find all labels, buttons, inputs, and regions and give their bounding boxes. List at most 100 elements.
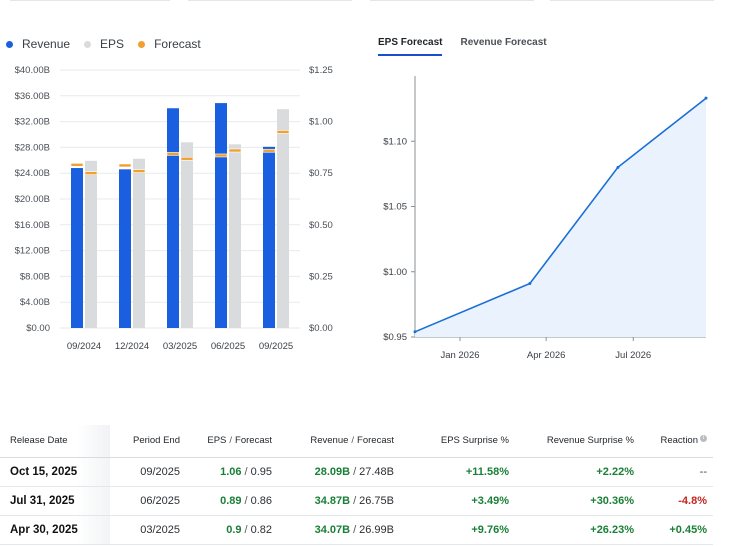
left-axis-tick-label: $12.00B xyxy=(15,246,50,257)
header-eps-label: EPS xyxy=(207,435,227,447)
eps-cell: 0.89/0.86 xyxy=(186,486,278,516)
table-header-row: Release Date Period End EPS / Forecast Rev… xyxy=(0,425,713,458)
eps-bar[interactable] xyxy=(277,109,289,328)
left-axis-tick-label: $32.00B xyxy=(15,117,50,128)
revenue-bar[interactable] xyxy=(263,146,275,328)
x-axis-tick-label: 06/2025 xyxy=(211,341,245,352)
eps-forecast-marker[interactable] xyxy=(132,169,146,173)
legend-item-eps[interactable]: EPS xyxy=(84,37,124,51)
left-axis-tick-label: $20.00B xyxy=(15,194,50,205)
header-eps-surprise[interactable]: EPS Surprise % xyxy=(400,425,515,458)
left-axis-tick-label: $24.00B xyxy=(15,168,50,179)
forecast-dot-icon xyxy=(138,40,146,48)
eps-forecast-marker[interactable] xyxy=(84,171,98,175)
info-icon[interactable]: i xyxy=(700,435,707,443)
eps-surprise-cell: +9.76% xyxy=(400,515,515,545)
eps-actual: 1.06 xyxy=(220,465,242,478)
header-revenue-surprise[interactable]: Revenue Surprise % xyxy=(515,425,640,458)
left-axis-tick-label: $36.00B xyxy=(15,91,50,102)
revenue-forecast: 27.48B xyxy=(359,465,394,478)
eps-forecast-marker[interactable] xyxy=(228,148,242,153)
separator: / xyxy=(353,465,357,478)
forecast-tabs: EPS Forecast Revenue Forecast xyxy=(378,37,565,56)
tab-eps-forecast[interactable]: EPS Forecast xyxy=(378,37,443,56)
x-axis-tick-label: 09/2025 xyxy=(259,341,293,352)
revenue-surprise: +2.22% xyxy=(596,465,634,478)
revenue-forecast-marker[interactable] xyxy=(262,148,276,153)
legend-label: EPS xyxy=(100,37,125,51)
separator: / xyxy=(353,494,357,507)
header-eps-forecast-label: Forecast xyxy=(235,435,272,447)
revenue-bar[interactable] xyxy=(71,168,83,328)
eps-forecast: 0.86 xyxy=(250,494,272,507)
revenue-forecast: 26.99B xyxy=(359,523,394,536)
card-border xyxy=(370,0,534,1)
card-border xyxy=(10,0,170,1)
chart-legend: Revenue EPS Forecast xyxy=(6,37,215,51)
release-date-cell: Apr 30, 2025 xyxy=(0,515,110,545)
eps-bar[interactable] xyxy=(229,144,241,328)
release-date-cell: Oct 15, 2025 xyxy=(0,457,110,487)
revenue-bar[interactable] xyxy=(119,169,131,328)
separator: / xyxy=(244,494,248,507)
eps-surprise: +3.49% xyxy=(471,494,509,507)
header-reaction[interactable]: Reaction i xyxy=(640,425,713,458)
revenue-forecast-marker[interactable] xyxy=(214,153,228,158)
forecast-point[interactable] xyxy=(528,281,532,285)
y-axis-tick-label: $0.95 xyxy=(383,332,407,343)
table-row[interactable]: Oct 15, 2025 09/2025 1.06/0.95 28.09B/27.48… xyxy=(0,457,713,487)
x-axis-tick-label: Apr 2026 xyxy=(527,350,566,361)
header-eps[interactable]: EPS / Forecast xyxy=(186,425,278,458)
right-axis-tick-label: $0.00 xyxy=(309,323,333,334)
eps-bar[interactable] xyxy=(85,160,97,328)
card-border xyxy=(188,0,352,1)
revenue-surprise: +26.23% xyxy=(590,523,634,536)
header-revenue[interactable]: Revenue / Forecast xyxy=(278,425,400,458)
forecast-point[interactable] xyxy=(413,330,417,334)
eps-actual: 0.9 xyxy=(226,523,242,536)
revenue-surprise: +30.36% xyxy=(590,494,634,507)
eps-dot-icon xyxy=(84,40,92,48)
y-axis-tick-label: $1.05 xyxy=(383,202,407,213)
reaction-cell: -4.8% xyxy=(640,486,713,516)
revenue-bar[interactable] xyxy=(215,103,227,328)
left-axis-tick-label: $4.00B xyxy=(20,297,50,308)
tab-revenue-forecast[interactable]: Revenue Forecast xyxy=(460,37,547,48)
eps-forecast-marker[interactable] xyxy=(180,156,194,161)
reaction: +0.45% xyxy=(669,523,707,536)
right-axis-tick-label: $1.25 xyxy=(309,65,333,76)
revenue-forecast-marker[interactable] xyxy=(118,163,132,168)
left-axis-tick-label: $8.00B xyxy=(20,271,50,282)
revenue-forecast-marker[interactable] xyxy=(70,163,84,167)
revenue-bar[interactable] xyxy=(167,108,179,328)
header-reaction-label: Reaction xyxy=(660,435,699,447)
table-row[interactable]: Jul 31, 2025 06/2025 0.89/0.86 34.87B/26.75… xyxy=(0,486,713,516)
x-axis-tick-label: 12/2024 xyxy=(115,341,149,352)
revenue-cell: 28.09B/27.48B xyxy=(278,457,400,487)
eps-forecast: 0.95 xyxy=(250,465,272,478)
legend-item-revenue[interactable]: Revenue xyxy=(6,37,70,51)
y-axis-tick-label: $1.00 xyxy=(383,267,407,278)
header-release-date[interactable]: Release Date xyxy=(0,425,110,458)
eps-bar[interactable] xyxy=(181,142,193,328)
x-axis-tick-label: Jan 2026 xyxy=(440,350,479,361)
forecast-point[interactable] xyxy=(704,96,708,100)
table-row[interactable]: Apr 30, 2025 03/2025 0.9/0.82 34.07B/26.99B… xyxy=(0,515,713,545)
revenue-surprise-cell: +30.36% xyxy=(515,486,640,516)
eps-bar[interactable] xyxy=(133,158,145,328)
eps-cell: 0.9/0.82 xyxy=(186,515,278,545)
left-axis-tick-label: $40.00B xyxy=(15,65,50,76)
period-end: 03/2025 xyxy=(140,523,180,536)
release-date: Oct 15, 2025 xyxy=(10,465,78,478)
forecast-line[interactable] xyxy=(414,97,707,333)
right-axis-tick-label: $0.75 xyxy=(309,168,333,179)
release-date-cell: Jul 31, 2025 xyxy=(0,486,110,516)
eps-forecast-marker[interactable] xyxy=(276,130,290,134)
revenue-forecast-marker[interactable] xyxy=(166,152,180,156)
header-period-end[interactable]: Period End xyxy=(110,425,186,458)
legend-item-forecast[interactable]: Forecast xyxy=(138,37,201,51)
revenue-forecast: 26.75B xyxy=(359,494,394,507)
left-axis-tick-label: $28.00B xyxy=(15,142,50,153)
revenue-actual: 34.07B xyxy=(314,523,351,536)
forecast-point[interactable] xyxy=(616,165,620,169)
